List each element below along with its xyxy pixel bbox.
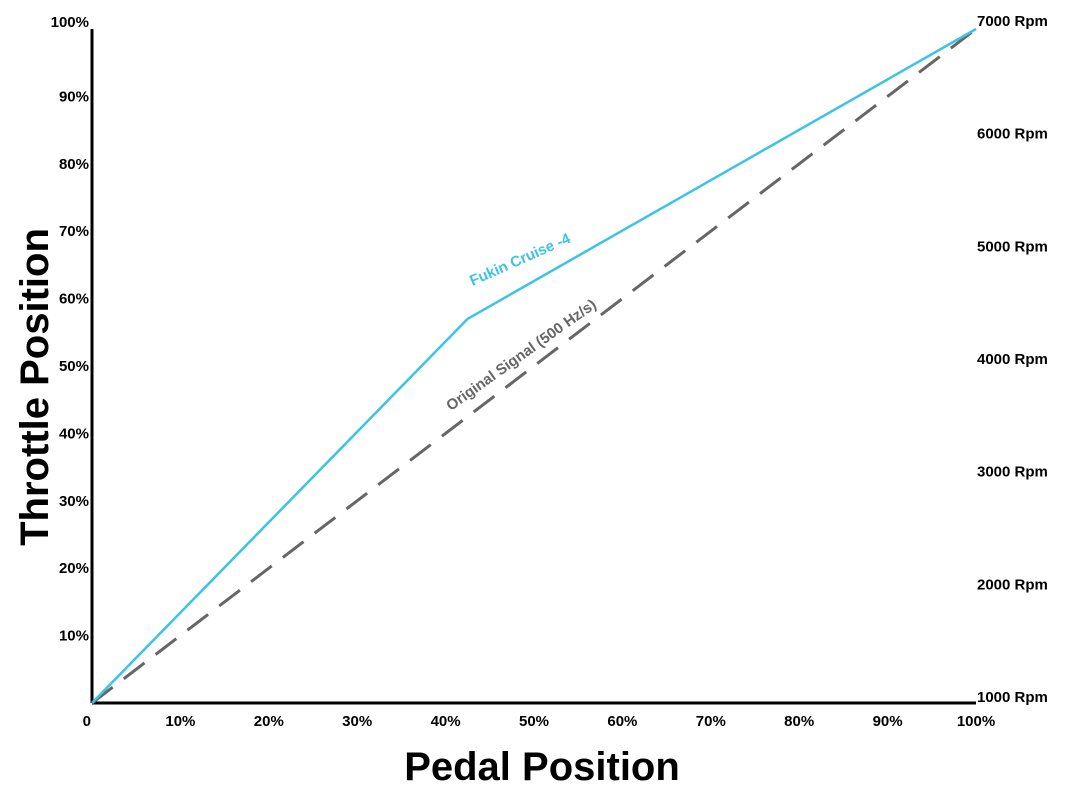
x-tick-label: 50% bbox=[519, 713, 549, 730]
y-tick-label: 60% bbox=[59, 291, 89, 308]
rpm-tick-label: 4000 Rpm bbox=[977, 351, 1048, 368]
x-tick-label: 20% bbox=[254, 713, 284, 730]
y-tick-label: 10% bbox=[59, 628, 89, 645]
y-tick-label: 100% bbox=[51, 14, 89, 31]
series-label-fukin-cruise: Fukin Cruise -4 bbox=[467, 230, 574, 290]
axes bbox=[90, 29, 976, 705]
rpm-tick-labels: 1000 Rpm 2000 Rpm 3000 Rpm 4000 Rpm 5000 Rpm… bbox=[977, 13, 1048, 706]
rpm-tick-label: 2000 Rpm bbox=[977, 576, 1048, 593]
x-tick-label: 80% bbox=[784, 713, 814, 730]
x-axis-title: Pedal Position bbox=[404, 745, 680, 789]
series-line-original-signal bbox=[91, 27, 977, 705]
rpm-tick-label: 6000 Rpm bbox=[977, 126, 1048, 143]
y-tick-labels: 10% 20% 30% 40% 50% 60% 70% 80% 90% 100% bbox=[51, 14, 89, 645]
y-tick-label: 50% bbox=[59, 358, 89, 375]
series-layer bbox=[91, 27, 977, 705]
y-tick-label: 70% bbox=[59, 223, 89, 240]
x-tick-label: 40% bbox=[431, 713, 461, 730]
y-tick-label: 20% bbox=[59, 560, 89, 577]
y-tick-label: 90% bbox=[59, 88, 89, 105]
x-tick-label: 30% bbox=[342, 713, 372, 730]
series-line-fukin-cruise bbox=[91, 27, 977, 704]
rpm-tick-label: 3000 Rpm bbox=[977, 464, 1048, 481]
x-tick-label: 10% bbox=[165, 713, 195, 730]
x-tick-label: 60% bbox=[607, 713, 637, 730]
y-tick-label: 80% bbox=[59, 156, 89, 173]
y-tick-label: 40% bbox=[59, 425, 89, 442]
y-axis-title: Throttle Position bbox=[13, 228, 57, 546]
series-label-original-signal: Original Signal (500 Hz/s) bbox=[443, 296, 599, 414]
rpm-tick-label: 1000 Rpm bbox=[977, 689, 1048, 706]
rpm-tick-label: 5000 Rpm bbox=[977, 238, 1048, 255]
x-tick-label: 70% bbox=[696, 713, 726, 730]
x-tick-label: 0 bbox=[83, 713, 91, 730]
y-tick-label: 30% bbox=[59, 493, 89, 510]
x-tick-label: 90% bbox=[873, 713, 903, 730]
x-tick-labels: 0 10% 20% 30% 40% 50% 60% 70% 80% 90% 100% bbox=[83, 713, 996, 730]
x-tick-label: 100% bbox=[957, 713, 995, 730]
rpm-tick-label: 7000 Rpm bbox=[977, 13, 1048, 30]
